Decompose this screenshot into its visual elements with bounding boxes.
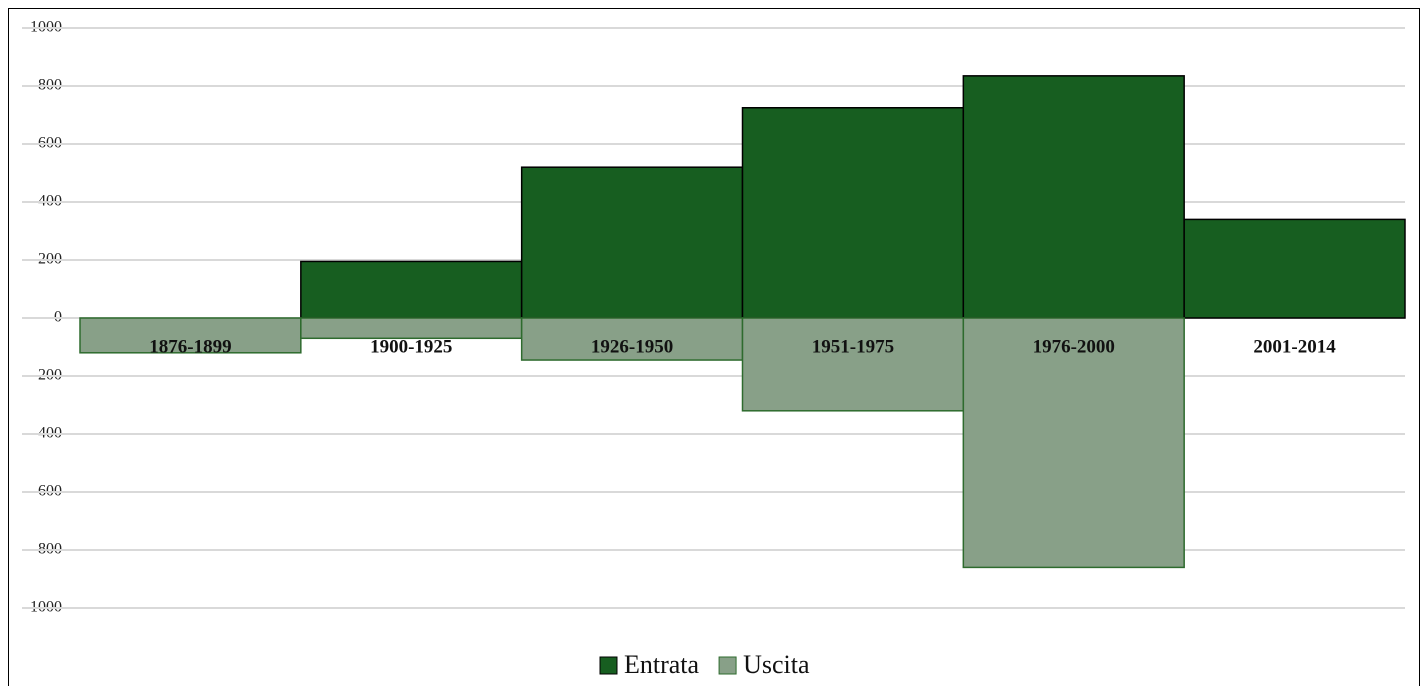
legend: Entrata Uscita: [599, 650, 810, 679]
labels: 1876-1899 1900-1925 1926-1950 1951-1975 1976…: [149, 336, 1336, 357]
x-tick-label: 1976-2000: [1033, 336, 1115, 357]
bar: [741, 317, 965, 412]
legend-label: Entrata: [624, 650, 700, 679]
legend-swatch: [599, 656, 618, 675]
bar: [300, 317, 523, 340]
bar: [520, 166, 744, 319]
bar: [1183, 218, 1406, 319]
legend-swatch: [718, 656, 737, 675]
bar: [520, 317, 744, 361]
x-tick-label: 1876-1899: [149, 336, 231, 357]
bar: [741, 107, 965, 319]
bar: [962, 317, 1185, 569]
bars: [79, 75, 1406, 569]
x-tick-label: 1951-1975: [812, 336, 894, 357]
bar: [962, 75, 1185, 319]
chart-frame: [8, 8, 1420, 686]
x-tick-label: 2001-2014: [1253, 336, 1336, 357]
x-tick-label: 1900-1925: [370, 336, 452, 357]
legend-label: Uscita: [743, 650, 810, 679]
bar: [300, 260, 523, 319]
x-tick-label: 1926-1950: [591, 336, 673, 357]
